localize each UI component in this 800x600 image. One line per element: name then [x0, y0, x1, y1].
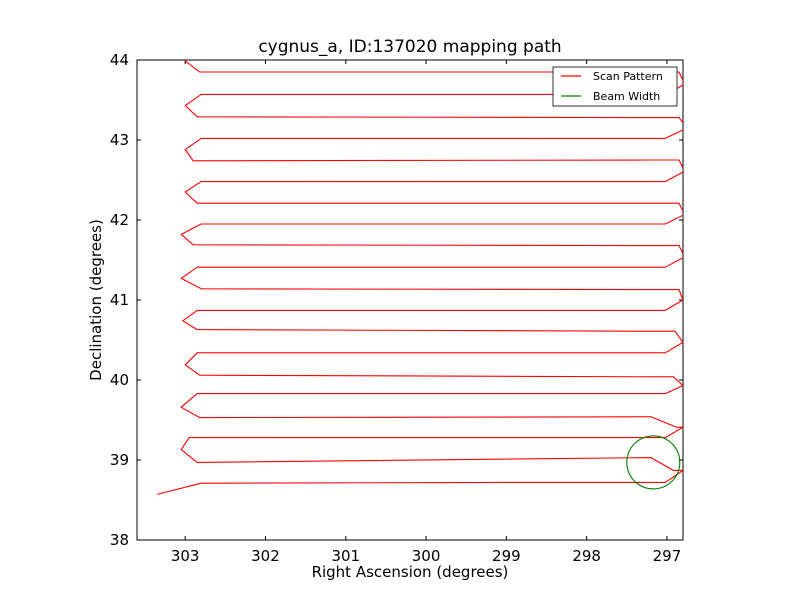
legend-label-scan-pattern: Scan Pattern [593, 70, 663, 83]
axis-ticks: 303 302 301 300 299 298 297 38 39 40 41 42 43 44 [110, 51, 683, 565]
y-tick-label: 40 [110, 371, 129, 389]
x-tick-label: 302 [251, 547, 280, 565]
chart-title: cygnus_a, ID:137020 mapping path [258, 37, 561, 57]
x-tick-label: 301 [331, 547, 360, 565]
x-tick-label: 299 [492, 547, 521, 565]
plot-area [136, 59, 684, 541]
y-tick-label: 44 [110, 51, 129, 69]
series-group [156, 60, 683, 495]
legend: Scan Pattern Beam Width [552, 66, 678, 107]
series-layer [156, 60, 683, 495]
x-tick-label: 300 [412, 547, 441, 565]
x-tick-label: 298 [572, 547, 601, 565]
x-tick-label: 303 [171, 547, 200, 565]
x-axis-label: Right Ascension (degrees) [312, 563, 509, 581]
scan-pattern-line [156, 60, 683, 495]
beam-width-circle [626, 435, 681, 490]
y-tick-label: 39 [110, 451, 129, 469]
y-tick-label: 38 [110, 531, 129, 549]
y-tick-label: 43 [110, 131, 129, 149]
y-tick-label: 42 [110, 211, 129, 229]
y-axis-label: Declination (degrees) [87, 219, 105, 381]
legend-box [552, 66, 678, 107]
legend-label-beam-width: Beam Width [593, 90, 660, 103]
y-tick-label: 41 [110, 291, 129, 309]
x-tick-label: 297 [653, 547, 682, 565]
